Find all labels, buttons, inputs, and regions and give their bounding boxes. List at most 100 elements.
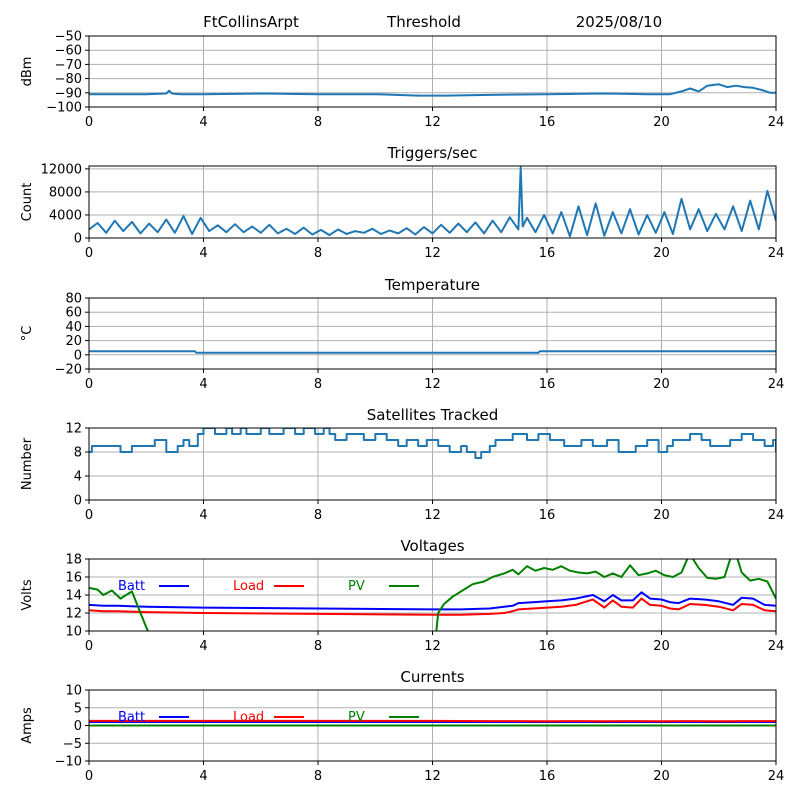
x-tick-label: 20 <box>653 639 670 654</box>
y-tick-label: 40 <box>65 320 82 335</box>
series-line-load <box>89 597 776 616</box>
y-tick-label: 10 <box>65 625 82 640</box>
y-tick-label: 0 <box>74 348 82 363</box>
x-tick-label: 16 <box>539 639 556 654</box>
chart-title: Temperature <box>384 276 480 294</box>
x-tick-label: 8 <box>314 377 322 392</box>
x-tick-label: 12 <box>424 115 441 130</box>
y-tick-label: 0 <box>74 232 82 247</box>
y-tick-label: 4000 <box>49 208 82 223</box>
header-date: 2025/08/10 <box>576 13 662 31</box>
y-tick-label: 14 <box>65 589 82 604</box>
chart-title: Satellites Tracked <box>367 406 498 424</box>
x-tick-label: 4 <box>199 508 207 523</box>
x-tick-label: 4 <box>199 246 207 261</box>
y-axis-label: Number <box>20 437 35 490</box>
y-tick-label: 12 <box>65 607 82 622</box>
series-line-batt <box>89 591 776 611</box>
y-tick-label: −90 <box>55 86 82 101</box>
chart-title: Currents <box>400 668 464 686</box>
chart-voltages: 0 4 8 12 16 20 24 10 12 14 16 18 Voltages Volts Batt Lo… <box>20 537 784 654</box>
x-tick-label: 8 <box>314 508 322 523</box>
x-tick-label: 4 <box>199 639 207 654</box>
y-axis-label: dBm <box>20 57 35 87</box>
y-tick-label: −100 <box>46 101 82 116</box>
chart-title: Voltages <box>400 537 464 555</box>
header-mode: Threshold <box>386 13 461 31</box>
x-tick-label: 20 <box>653 377 670 392</box>
y-tick-label: 4 <box>74 470 82 485</box>
x-tick-label: 16 <box>539 769 556 784</box>
x-tick-label: 16 <box>539 115 556 130</box>
x-tick-label: 0 <box>85 639 93 654</box>
y-tick-label: 0 <box>74 719 82 734</box>
y-tick-label: −80 <box>55 72 82 87</box>
y-tick-label: −20 <box>55 363 82 378</box>
x-tick-label: 20 <box>653 508 670 523</box>
x-tick-label: 24 <box>768 639 785 654</box>
y-axis-label: Count <box>20 183 35 222</box>
x-tick-label: 8 <box>314 115 322 130</box>
x-tick-label: 4 <box>199 115 207 130</box>
series-line-pv <box>89 559 776 631</box>
x-tick-label: 8 <box>314 639 322 654</box>
x-tick-label: 8 <box>314 246 322 261</box>
x-tick-label: 24 <box>768 508 785 523</box>
header-station: FtCollinsArpt <box>203 13 299 31</box>
y-tick-label: 8 <box>74 446 82 461</box>
series-line-0 <box>89 428 776 459</box>
x-tick-label: 24 <box>768 115 785 130</box>
y-tick-label: 16 <box>65 571 82 586</box>
legend-label-pv: PV <box>348 710 365 725</box>
y-tick-label: 5 <box>74 701 82 716</box>
legend-label-pv: PV <box>348 579 365 594</box>
y-tick-label: −5 <box>63 737 82 752</box>
x-tick-label: 0 <box>85 115 93 130</box>
y-tick-label: 18 <box>65 553 82 568</box>
x-tick-label: 24 <box>768 769 785 784</box>
x-tick-label: 12 <box>424 508 441 523</box>
y-tick-label: 12000 <box>41 162 82 177</box>
legend-label-batt: Batt <box>118 579 145 594</box>
x-tick-label: 12 <box>424 246 441 261</box>
y-tick-label: 8000 <box>49 185 82 200</box>
y-tick-label: −10 <box>55 755 82 770</box>
x-tick-label: 4 <box>199 377 207 392</box>
chart-triggers: 0 4 8 12 16 20 24 0 4000 8000 12000 Triggers/sec Cou… <box>20 144 784 261</box>
y-tick-label: 12 <box>65 422 82 437</box>
y-tick-label: −60 <box>55 44 82 59</box>
legend-label-load: Load <box>233 579 264 594</box>
y-tick-label: 20 <box>65 334 82 349</box>
y-tick-label: −50 <box>55 30 82 45</box>
x-tick-label: 0 <box>85 246 93 261</box>
x-tick-label: 12 <box>424 639 441 654</box>
series-line-0 <box>89 83 776 97</box>
x-tick-label: 16 <box>539 508 556 523</box>
x-tick-label: 16 <box>539 377 556 392</box>
x-tick-label: 20 <box>653 246 670 261</box>
x-tick-label: 20 <box>653 769 670 784</box>
x-tick-label: 20 <box>653 115 670 130</box>
chart-threshold: 0 4 8 12 16 20 24 −100−90−80−70−60−50 dBm <box>20 30 784 131</box>
x-tick-label: 8 <box>314 769 322 784</box>
x-tick-label: 0 <box>85 769 93 784</box>
series-line-0 <box>89 166 776 238</box>
series-line-0 <box>89 350 776 354</box>
y-tick-label: 60 <box>65 306 82 321</box>
y-tick-label: −70 <box>55 58 82 73</box>
y-axis-label: Volts <box>20 579 35 611</box>
chart-satellites: 0 4 8 12 16 20 24 0 4 8 12 Satellites Tracked Number <box>20 406 784 523</box>
y-axis-label: °C <box>20 326 35 342</box>
x-tick-label: 16 <box>539 246 556 261</box>
x-tick-label: 24 <box>768 246 785 261</box>
x-tick-label: 12 <box>424 377 441 392</box>
y-tick-label: 10 <box>65 684 82 699</box>
y-axis-label: Amps <box>20 707 35 744</box>
x-tick-label: 4 <box>199 769 207 784</box>
y-tick-label: 0 <box>74 494 82 509</box>
legend-label-load: Load <box>233 710 264 725</box>
legend-label-batt: Batt <box>118 710 145 725</box>
x-tick-label: 0 <box>85 377 93 392</box>
